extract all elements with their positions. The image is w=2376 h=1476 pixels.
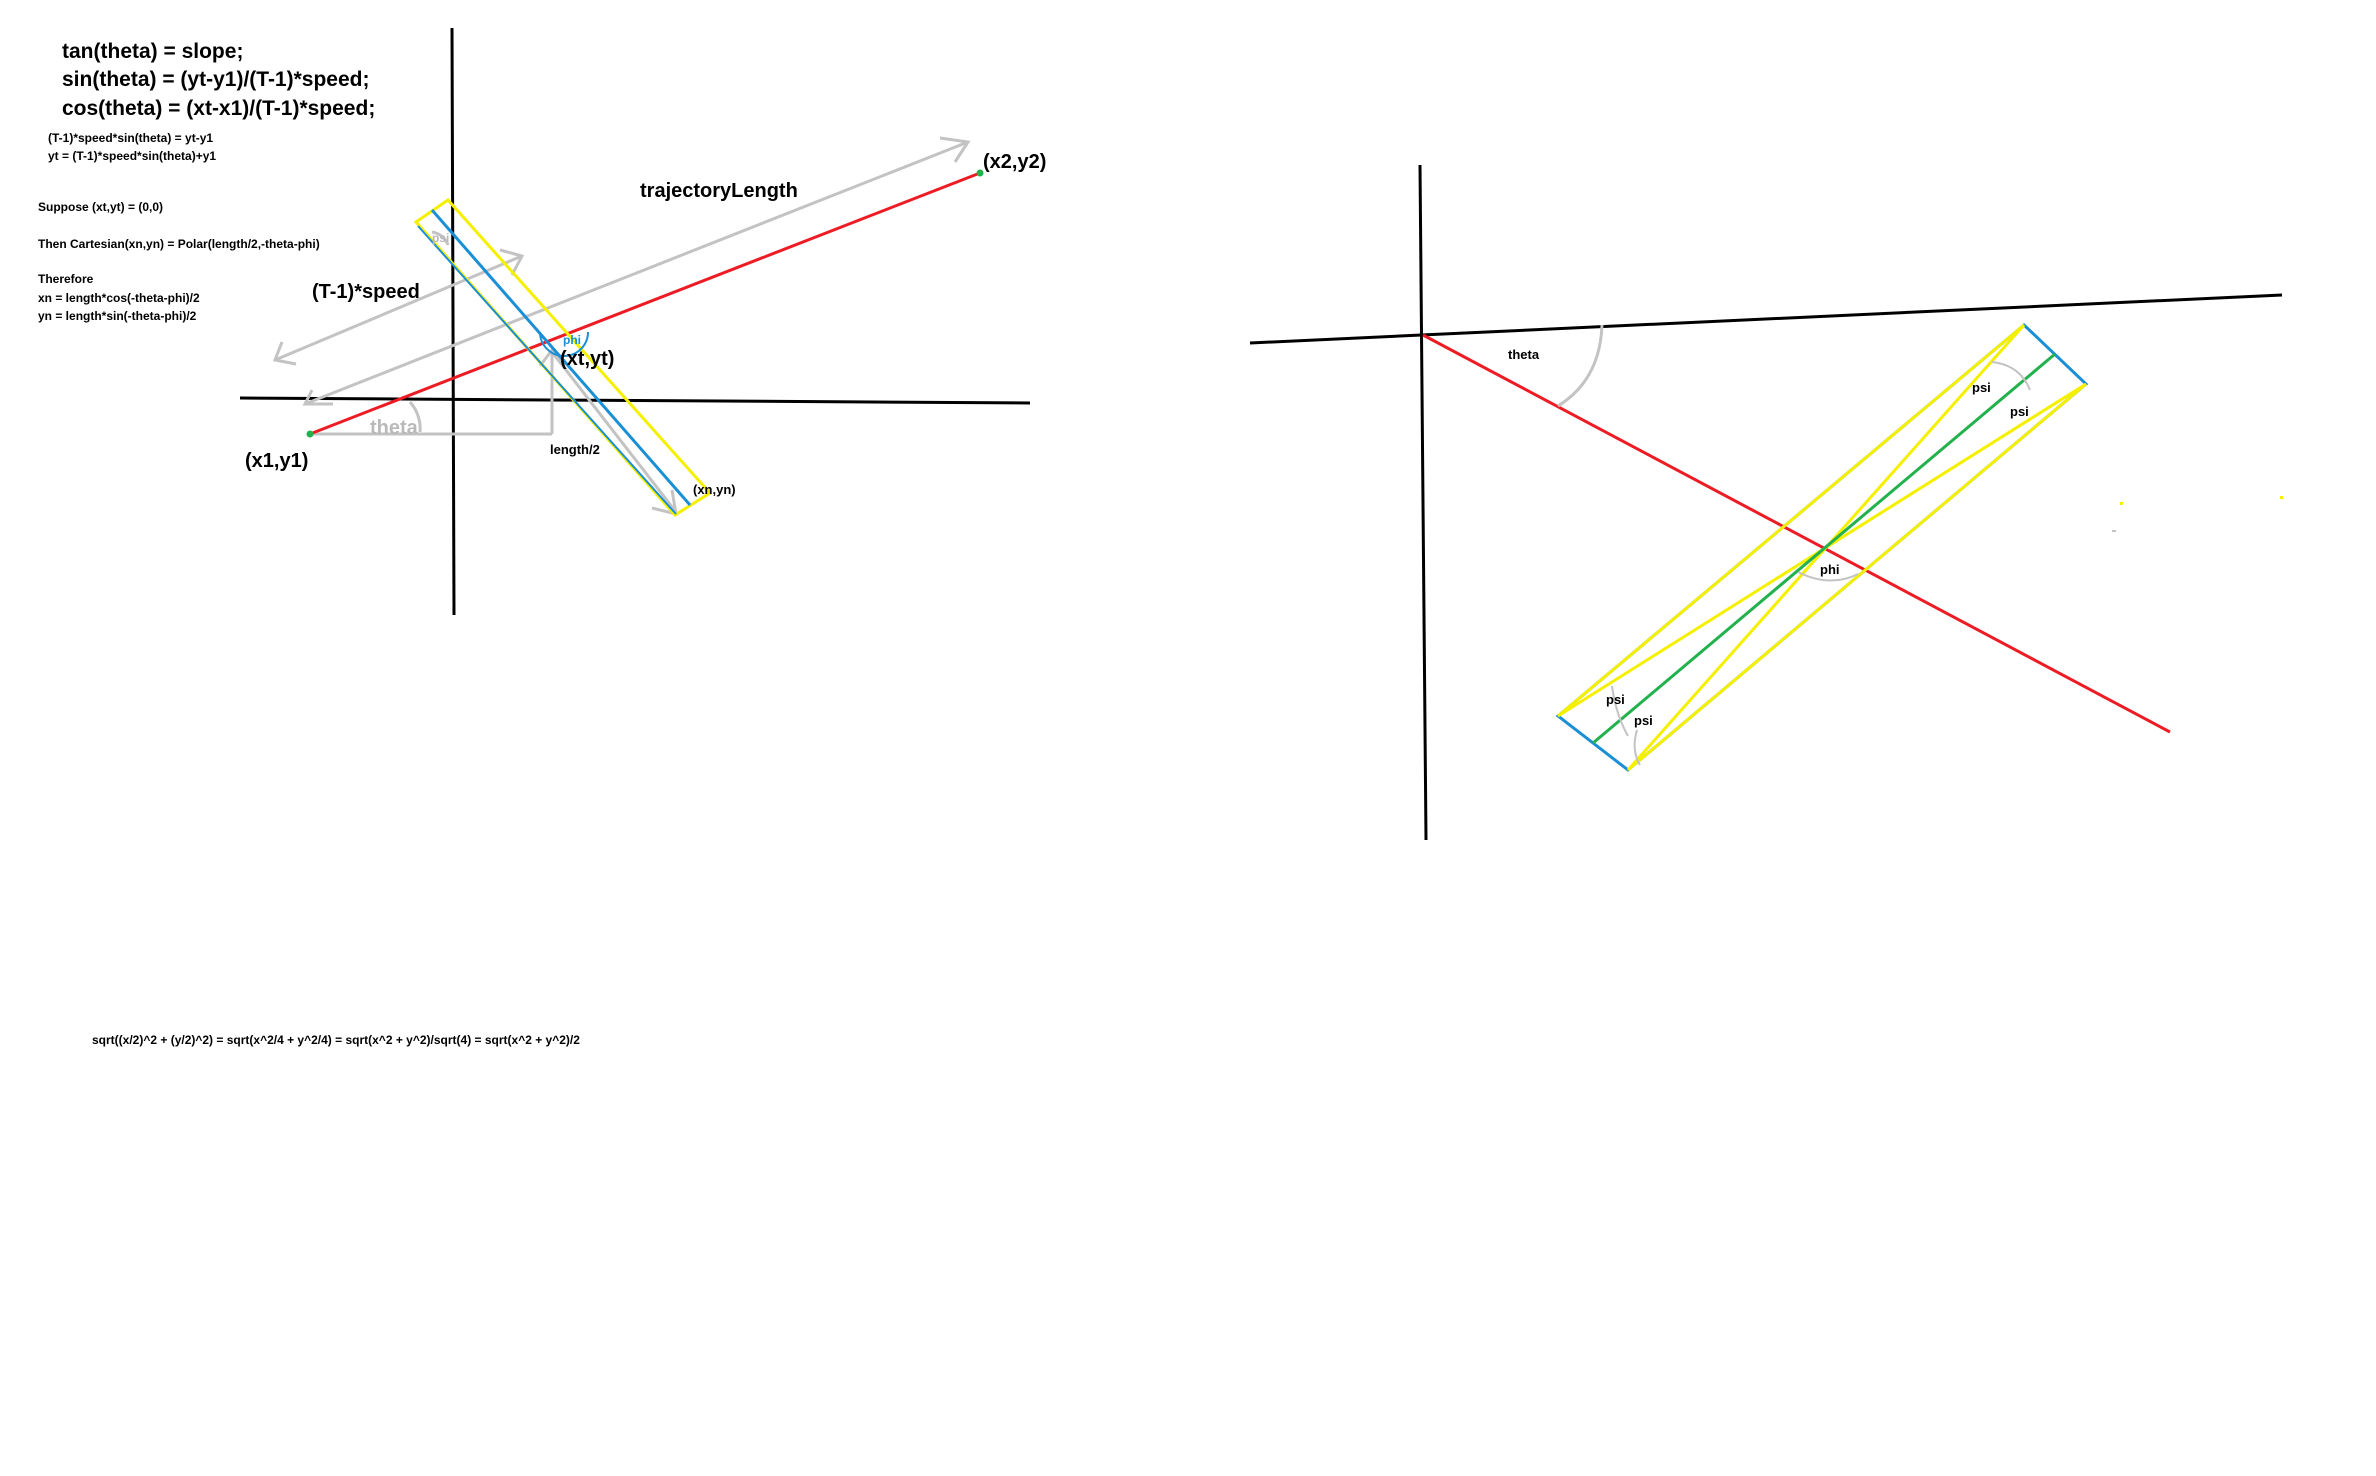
note-yn: yn = length*sin(-theta-phi)/2: [38, 309, 197, 323]
stray-dot-1: [2120, 502, 2123, 505]
right-y-axis: [1418, 164, 1428, 841]
label-theta-right: theta: [1508, 347, 1540, 362]
yellow-diag-2: [1627, 382, 2087, 772]
label-psi-right-1: psi: [1972, 380, 1991, 395]
stray-dot-2: [2280, 496, 2283, 499]
left-x-axis: [239, 396, 1031, 405]
trajectory-line: [309, 171, 981, 436]
right-trajectory: [1422, 333, 2171, 734]
note-suppose: Suppose (xt,yt) = (0,0): [38, 200, 163, 214]
note-xn: xn = length*cos(-theta-phi)/2: [38, 291, 200, 305]
label-psi-left: psi: [432, 231, 449, 245]
note-yt: yt = (T-1)*speed*sin(theta)+y1: [48, 149, 216, 163]
left-diagram: trajectoryLength (T-1)*speed theta (x1,y…: [239, 27, 1046, 616]
bottom-formula: sqrt((x/2)^2 + (y/2)^2) = sqrt(x^2/4 + y…: [92, 1033, 580, 1047]
label-x2y2: (x2,y2): [983, 151, 1046, 173]
blue-edge: [417, 225, 677, 515]
label-phi-left: phi: [563, 333, 581, 347]
note-then: Then Cartesian(xn,yn) = Polar(length/2,-…: [38, 237, 320, 251]
point-x1y1: [306, 430, 314, 438]
phi-arc: [539, 331, 589, 357]
right-x-axis: [1249, 293, 2283, 345]
label-trajectory-length: trajectoryLength: [640, 180, 798, 202]
label-psi-right-3: psi: [1606, 692, 1625, 707]
label-theta-left: theta: [370, 417, 419, 439]
note-product: (T-1)*speed*sin(theta) = yt-y1: [48, 131, 213, 145]
gray-arrows: [272, 136, 971, 517]
label-xnyn: (xn,yn): [693, 482, 736, 497]
stray-dot-3: [2112, 530, 2116, 532]
note-therefore: Therefore: [38, 272, 94, 286]
right-diagram: theta phi psi psi psi psi: [1249, 164, 2283, 841]
label-speed: (T-1)*speed: [312, 281, 420, 303]
note-cos: cos(theta) = (xt-x1)/(T-1)*speed;: [62, 97, 375, 120]
note-sin: sin(theta) = (yt-y1)/(T-1)*speed;: [62, 68, 369, 91]
right-angle-arcs: [1611, 361, 2031, 766]
green-centerline: [1592, 352, 2056, 745]
label-psi-right-4: psi: [1634, 713, 1653, 728]
point-x2y2: [976, 169, 984, 177]
label-length-half: length/2: [550, 442, 600, 457]
right-theta-arc: [1557, 324, 1604, 408]
notes-block: tan(theta) = slope; sin(theta) = (yt-y1)…: [38, 40, 375, 323]
label-phi-right: phi: [1820, 562, 1840, 577]
label-psi-right-2: psi: [2010, 404, 2029, 419]
yellow-diag-1: [1557, 323, 2025, 718]
blue-centerline: [430, 209, 692, 506]
label-xtyt: (xt,yt): [560, 348, 614, 370]
left-y-axis: [450, 27, 456, 616]
label-x1y1: (x1,y1): [245, 450, 308, 472]
note-tan: tan(theta) = slope;: [62, 40, 243, 63]
